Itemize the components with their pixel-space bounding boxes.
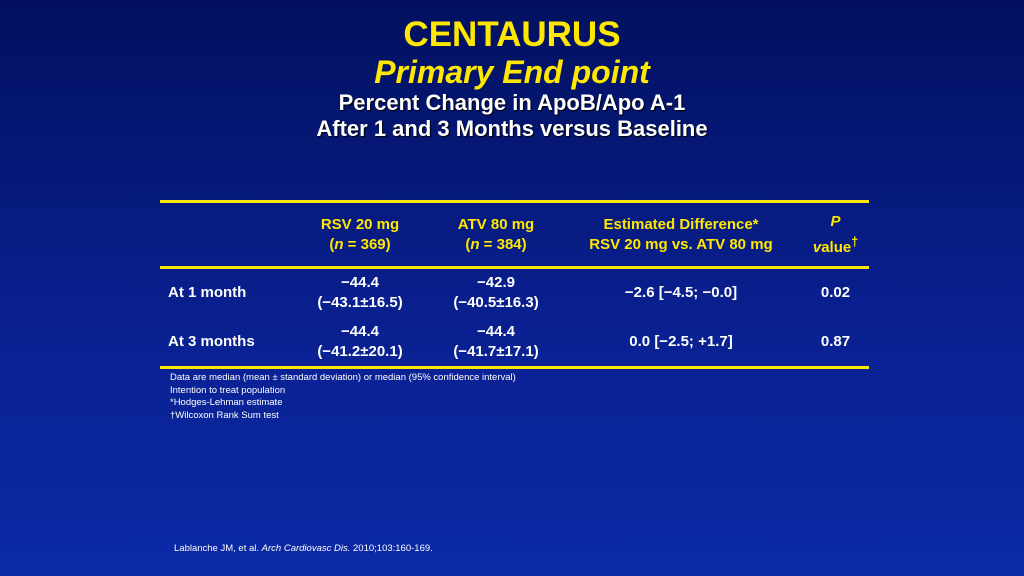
atv-cell: −42.9 (−40.5±16.3) — [453, 274, 539, 312]
footnotes: Data are median (mean ± standard deviati… — [170, 372, 516, 422]
rsv-cell: −44.4 (−43.1±16.5) — [317, 274, 403, 312]
header-p-value: P value† — [812, 212, 859, 256]
table-header-row: RSV 20 mg (n = 369) ATV 80 mg (n = 384) … — [160, 201, 869, 268]
footnote: †Wilcoxon Rank Sum test — [170, 409, 279, 421]
row-label: At 1 month — [168, 284, 247, 302]
header-estimated-difference: Estimated Difference* RSV 20 mg vs. ATV … — [589, 215, 773, 253]
reference-citation: Lablanche JM, et al. Arch Cardiovasc Dis… — [174, 543, 433, 554]
table-row: At 1 month −44.4 (−43.1±16.5) −42.9 (−40… — [160, 268, 869, 318]
table-row: At 3 months −44.4 (−41.2±20.1) −44.4 (−4… — [160, 318, 869, 368]
header-empty — [160, 202, 288, 268]
footnote: Intention to treat population — [170, 384, 286, 396]
slide-title-block: CENTAURUS Primary End point Percent Chan… — [0, 16, 1024, 142]
footnote: *Hodges-Lehman estimate — [170, 397, 283, 408]
slide-subtitle: Primary End point — [374, 54, 650, 90]
difference-cell: 0.0 [−2.5; +1.7] — [629, 332, 733, 350]
row-label: At 3 months — [168, 332, 255, 350]
header-rsv: RSV 20 mg (n = 369) — [320, 215, 400, 253]
slide-heading-line1: Percent Change in ApoB/Apo A-1 — [338, 90, 686, 115]
p-value-cell: 0.02 — [820, 284, 851, 302]
p-value-cell: 0.87 — [820, 332, 851, 350]
rsv-cell: −44.4 (−41.2±20.1) — [317, 322, 403, 360]
atv-cell: −44.4 (−41.7±17.1) — [453, 322, 539, 360]
slide-heading-line2: After 1 and 3 Months versus Baseline — [316, 116, 708, 141]
difference-cell: −2.6 [−4.5; −0.0] — [624, 284, 738, 302]
footnote: Data are median (mean ± standard deviati… — [170, 372, 516, 383]
header-atv: ATV 80 mg (n = 384) — [457, 215, 535, 253]
slide-title: CENTAURUS — [403, 15, 621, 54]
results-table: RSV 20 mg (n = 369) ATV 80 mg (n = 384) … — [160, 200, 869, 369]
